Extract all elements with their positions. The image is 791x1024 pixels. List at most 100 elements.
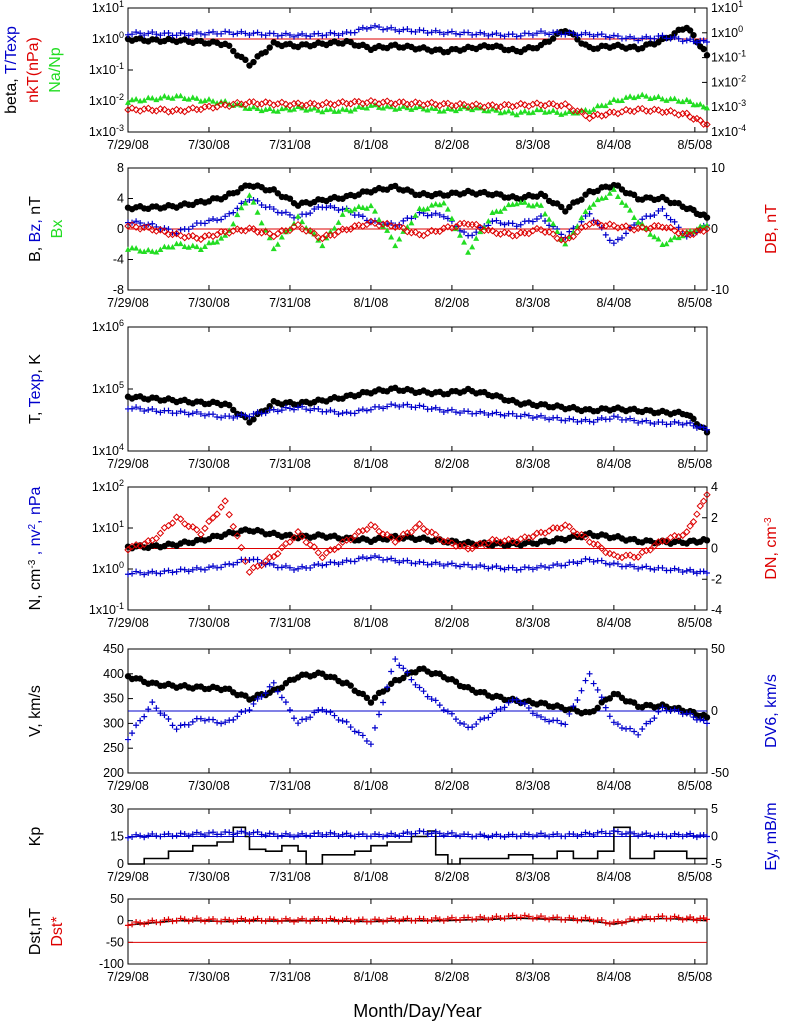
data-point xyxy=(582,213,589,220)
data-point xyxy=(432,530,440,539)
data-point xyxy=(639,915,646,922)
data-point xyxy=(550,562,557,569)
data-point xyxy=(411,98,420,106)
data-point xyxy=(181,409,188,416)
data-point xyxy=(299,830,306,837)
data-point xyxy=(638,104,646,113)
data-point xyxy=(323,831,330,838)
data-point xyxy=(598,557,605,564)
data-point xyxy=(160,227,169,235)
data-point xyxy=(582,208,589,215)
data-point xyxy=(489,710,496,717)
data-point xyxy=(614,193,621,199)
data-point xyxy=(331,916,338,923)
data-point xyxy=(359,831,366,838)
data-point xyxy=(383,219,391,228)
data-point xyxy=(299,403,306,410)
data-point xyxy=(214,719,221,726)
data-point xyxy=(274,229,282,238)
data-point xyxy=(161,917,168,924)
data-point xyxy=(675,224,682,231)
label-part: Dst,nT xyxy=(27,908,44,955)
x-tick-label: 8/5/08 xyxy=(677,970,712,984)
x-tick-label: 7/31/08 xyxy=(269,616,311,630)
data-point xyxy=(610,240,617,247)
y2-tick-label: 0 xyxy=(711,542,718,556)
data-point xyxy=(201,832,208,839)
data-point xyxy=(606,549,614,558)
data-point xyxy=(355,729,362,736)
data-point xyxy=(623,202,630,208)
data-point xyxy=(550,220,557,227)
data-point xyxy=(513,33,520,40)
data-point xyxy=(351,410,358,417)
data-point xyxy=(408,219,415,226)
data-point xyxy=(319,706,326,713)
data-point xyxy=(481,563,488,570)
data-point xyxy=(327,915,334,922)
data-point xyxy=(392,557,399,564)
data-point xyxy=(610,560,617,567)
data-point xyxy=(662,108,671,116)
data-point xyxy=(201,566,208,573)
data-point xyxy=(327,106,334,112)
data-point xyxy=(395,98,403,106)
data-point xyxy=(210,239,217,245)
data-point xyxy=(690,415,697,423)
data-point xyxy=(351,833,358,840)
data-point xyxy=(689,518,698,526)
data-point xyxy=(492,536,501,544)
data-point xyxy=(145,832,152,839)
data-point xyxy=(351,205,358,212)
data-point xyxy=(282,830,289,837)
data-point xyxy=(351,222,359,230)
data-point xyxy=(339,106,346,112)
data-point xyxy=(346,100,355,108)
data-point xyxy=(525,109,532,116)
data-point xyxy=(704,720,710,727)
x-tick-label: 8/3/08 xyxy=(516,296,551,310)
data-point xyxy=(639,831,646,838)
data-point xyxy=(655,708,662,715)
x-tick-label: 8/2/08 xyxy=(435,970,470,984)
data-point xyxy=(635,37,642,44)
data-point xyxy=(513,111,520,118)
data-point xyxy=(262,32,269,39)
data-point xyxy=(254,695,261,702)
data-point xyxy=(363,694,371,702)
data-point xyxy=(218,720,225,727)
y2-axis-label: DB, nT xyxy=(763,204,780,254)
data-point xyxy=(622,551,630,560)
data-point xyxy=(440,408,447,415)
data-point xyxy=(335,832,342,839)
data-point xyxy=(172,513,181,521)
data-point xyxy=(303,406,310,413)
data-point xyxy=(335,918,342,925)
x-tick-label: 8/3/08 xyxy=(516,870,551,884)
data-point xyxy=(666,107,675,115)
data-point xyxy=(210,915,217,922)
data-point xyxy=(388,668,395,675)
data-point xyxy=(210,716,217,723)
data-point xyxy=(153,249,160,255)
data-point xyxy=(533,529,541,537)
data-point xyxy=(436,227,444,236)
panel-p5: 7/29/08 7/30/08 7/31/08 8/1/08 8/2/08 8/3/08 8… xyxy=(107,648,712,793)
data-point xyxy=(371,724,378,731)
data-point xyxy=(488,227,497,235)
data-point xyxy=(659,564,666,571)
data-point xyxy=(315,405,322,412)
data-point xyxy=(124,546,132,554)
data-point xyxy=(497,411,504,418)
data-point xyxy=(647,419,654,426)
data-point xyxy=(282,404,289,411)
data-point xyxy=(355,203,362,210)
data-point xyxy=(242,708,249,715)
data-point xyxy=(472,100,480,108)
data-point xyxy=(274,241,281,247)
data-point xyxy=(266,402,273,410)
data-point xyxy=(448,28,455,35)
data-point xyxy=(537,225,545,234)
data-point xyxy=(465,914,472,921)
data-point xyxy=(618,920,625,927)
